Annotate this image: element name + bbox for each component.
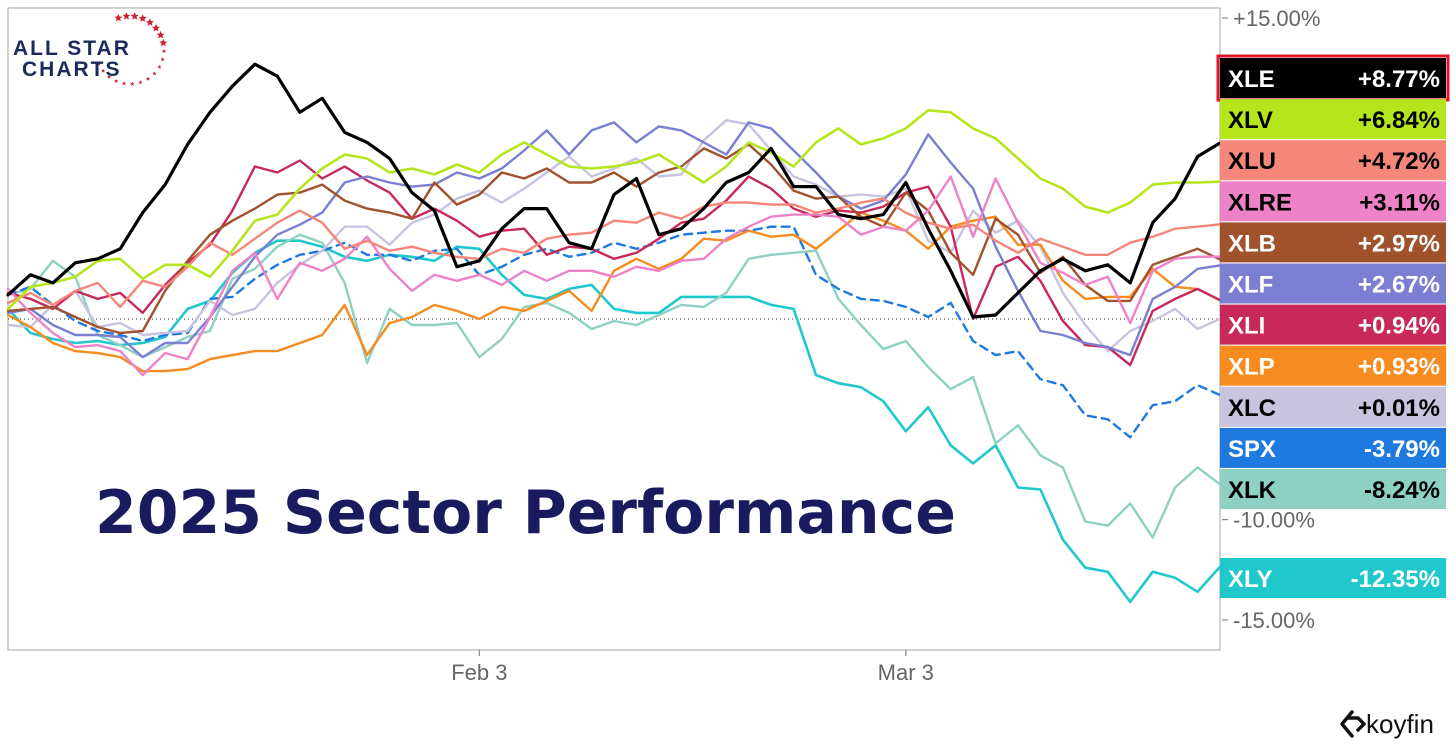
logo-star	[138, 80, 143, 85]
legend-series-value: -3.79%	[1364, 436, 1440, 463]
logo-star	[159, 38, 168, 47]
legend-item-xle: XLE +8.77%	[1216, 54, 1450, 102]
legend-series-name: SPX	[1228, 436, 1276, 463]
koyfin-wordmark: koyfin	[1366, 709, 1434, 739]
legend-series-name: XLE	[1228, 66, 1275, 93]
legend-series-value: +0.01%	[1358, 395, 1440, 422]
legend-item-spx: SPX -3.79%	[1220, 427, 1446, 468]
legend-series-value: +0.94%	[1358, 313, 1440, 340]
legend-series-name: XLI	[1228, 313, 1265, 340]
legend-series-name: XLK	[1228, 477, 1277, 504]
legend-item-xlk: XLK -8.24%	[1220, 469, 1446, 509]
legend: XLE +8.77% XLV +6.84% XLU +4.72% XLRE +3.11% XLB…	[1216, 54, 1450, 598]
legend-swatch	[1220, 558, 1446, 598]
logo-star	[130, 81, 135, 86]
legend-swatch	[1220, 99, 1446, 140]
logo-star	[160, 57, 165, 62]
legend-series-name: XLB	[1228, 230, 1276, 257]
legend-series-name: XLF	[1228, 272, 1273, 299]
legend-series-name: XLU	[1228, 148, 1276, 175]
y-tick-label: -15.00%	[1233, 608, 1315, 633]
legend-series-value: -8.24%	[1364, 477, 1440, 504]
all-star-charts-logo: ALL STAR CHARTS	[13, 12, 168, 86]
legend-item-xli: XLI +0.94%	[1220, 304, 1446, 345]
y-axis: +15.00% -10.00% -15.00%	[1222, 6, 1320, 633]
koyfin-icon	[1340, 710, 1366, 738]
legend-item-xlc: XLC +0.01%	[1220, 386, 1446, 427]
legend-item-xlu: XLU +4.72%	[1220, 140, 1446, 181]
legend-series-name: XLRE	[1228, 189, 1292, 216]
koyfin-watermark: koyfin	[1340, 709, 1434, 739]
logo-star	[146, 18, 154, 26]
chart-title: 2025 Sector Performance	[95, 478, 956, 548]
logo-star	[122, 81, 127, 86]
legend-swatch	[1220, 140, 1446, 181]
series-line-xlre	[6, 175, 1222, 377]
series-line-xlp	[6, 211, 1222, 373]
legend-series-name: XLY	[1228, 566, 1272, 593]
logo-line1: ALL STAR	[13, 37, 131, 60]
legend-series-name: XLP	[1228, 354, 1275, 381]
logo-star	[152, 23, 160, 32]
legend-series-value: -12.35%	[1351, 566, 1440, 593]
legend-swatch	[1220, 181, 1446, 222]
legend-swatch	[1220, 345, 1446, 386]
logo-star	[156, 30, 165, 39]
y-tick-label: +15.00%	[1233, 6, 1320, 31]
legend-series-value: +6.84%	[1358, 107, 1440, 134]
legend-swatch	[1220, 427, 1446, 468]
series-line-xli	[6, 159, 1222, 367]
x-tick-label: Feb 3	[451, 660, 507, 685]
legend-series-value: +3.11%	[1359, 189, 1440, 216]
logo-star	[114, 78, 119, 83]
legend-item-xlf: XLF +2.67%	[1220, 263, 1446, 304]
legend-swatch	[1220, 304, 1446, 345]
logo-line2: CHARTS	[22, 58, 122, 81]
series-line-xlk	[6, 233, 1222, 539]
logo-star	[138, 14, 147, 22]
legend-series-name: XLV	[1228, 107, 1273, 134]
legend-swatch	[1220, 469, 1446, 509]
legend-swatch	[1220, 263, 1446, 304]
star-icon	[96, 12, 168, 86]
logo-star	[114, 13, 123, 22]
legend-item-xlp: XLP +0.93%	[1220, 345, 1446, 386]
logo-star	[161, 49, 167, 53]
series-line-xlv	[6, 109, 1222, 311]
legend-series-value: +8.77%	[1358, 66, 1440, 93]
series-line-xlb	[6, 143, 1222, 335]
logo-star	[152, 71, 157, 76]
logo-star	[157, 64, 162, 69]
legend-item-xlb: XLB +2.97%	[1220, 222, 1446, 263]
series-line-xle	[6, 62, 1222, 319]
legend-series-value: +0.93%	[1358, 354, 1440, 381]
logo-star	[122, 12, 131, 20]
logo-star	[130, 12, 139, 20]
x-axis: Feb 3 Mar 3	[451, 650, 934, 685]
legend-series-value: +2.97%	[1358, 230, 1440, 257]
legend-series-value: +2.67%	[1358, 272, 1440, 299]
legend-item-xly: XLY -12.35%	[1220, 558, 1446, 598]
legend-item-xlv: XLV +6.84%	[1220, 99, 1446, 140]
y-tick-label: -10.00%	[1233, 508, 1315, 533]
legend-series-value: +4.72%	[1358, 148, 1440, 175]
series-line-xlu	[6, 197, 1222, 309]
legend-swatch	[1220, 222, 1446, 263]
logo-star	[145, 76, 151, 81]
x-tick-label: Mar 3	[878, 660, 934, 685]
series-lines	[6, 62, 1222, 604]
legend-swatch	[1220, 386, 1446, 427]
logo-star	[107, 74, 112, 79]
series-line-spx	[6, 225, 1222, 439]
logo-star	[101, 68, 106, 73]
logo-star	[96, 61, 101, 66]
legend-item-xlre: XLRE +3.11%	[1220, 181, 1446, 222]
legend-swatch	[1220, 58, 1446, 98]
legend-series-name: XLC	[1228, 395, 1276, 422]
